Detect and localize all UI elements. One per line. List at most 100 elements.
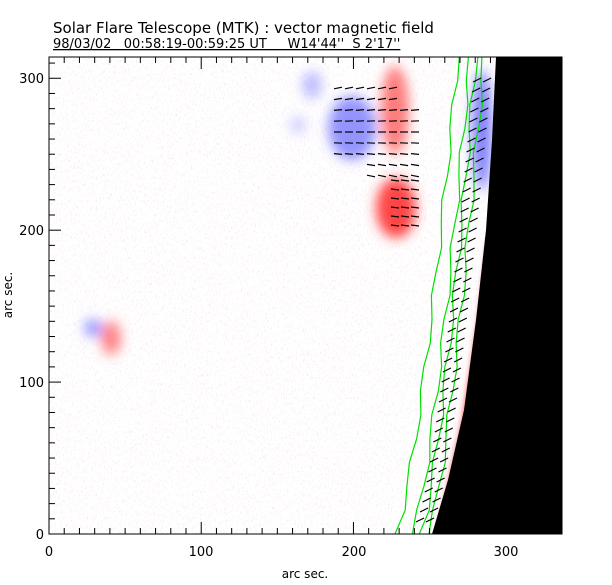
field-vector	[479, 117, 488, 123]
field-vector	[470, 207, 479, 213]
field-vector	[448, 317, 458, 323]
field-vector	[455, 347, 464, 353]
field-vector	[447, 327, 456, 333]
field-vector	[446, 337, 455, 343]
axis-ticks	[48, 57, 562, 535]
contour-line	[411, 57, 469, 534]
field-vector	[450, 297, 460, 303]
field-vector	[344, 97, 354, 101]
field-vector	[410, 163, 420, 167]
field-vector	[388, 174, 398, 178]
field-vector	[431, 447, 441, 453]
positive-spot-east	[101, 321, 121, 355]
field-vector	[457, 327, 466, 333]
field-vector	[453, 357, 463, 363]
field-vector	[481, 87, 491, 93]
field-vector	[390, 224, 400, 227]
field-vector	[422, 497, 431, 503]
field-vector	[426, 477, 435, 483]
field-vector	[451, 287, 461, 293]
field-vector	[471, 197, 480, 203]
field-vector	[443, 437, 452, 443]
field-vector	[410, 153, 420, 155]
field-vector	[399, 163, 409, 167]
field-vector	[453, 277, 462, 283]
field-vector	[434, 427, 444, 433]
field-vector	[377, 174, 387, 178]
field-vector	[470, 107, 479, 113]
field-vector	[466, 247, 475, 253]
field-vector	[476, 147, 485, 153]
plot-area	[49, 57, 562, 534]
field-vector	[410, 174, 420, 178]
field-vector	[333, 97, 343, 101]
field-vector	[419, 507, 429, 513]
field-vector	[377, 153, 387, 155]
field-vector	[449, 307, 459, 313]
field-vector	[390, 215, 400, 218]
plot-frame	[48, 56, 563, 535]
field-vector	[452, 367, 462, 373]
field-vector	[458, 317, 468, 323]
field-vector	[432, 497, 441, 503]
field-vector	[366, 153, 376, 155]
field-vector	[467, 237, 476, 243]
field-vector	[344, 153, 354, 155]
field-vector	[400, 188, 410, 191]
field-vector	[377, 163, 387, 167]
off-limb-region	[432, 57, 562, 534]
field-vector	[355, 97, 365, 101]
field-vector	[469, 117, 478, 123]
field-vector	[474, 167, 483, 173]
negative-spot-east	[84, 319, 102, 337]
field-vector	[460, 297, 470, 303]
contour-line	[418, 57, 479, 534]
field-vector	[465, 157, 474, 163]
field-vector	[455, 257, 464, 263]
field-vector	[410, 179, 420, 182]
field-vector	[471, 87, 481, 93]
field-vector	[377, 97, 387, 101]
field-vector	[390, 188, 400, 191]
field-vector	[424, 487, 433, 493]
field-vector	[410, 188, 420, 191]
field-vector	[433, 437, 442, 443]
field-vector	[459, 217, 468, 223]
field-vector	[468, 227, 477, 233]
x-tick-label: 200	[342, 545, 367, 560]
field-vector	[440, 387, 449, 393]
field-vector	[459, 307, 469, 313]
field-vector	[436, 477, 445, 483]
field-vector	[410, 109, 420, 111]
x-tick-label: 100	[189, 545, 214, 560]
field-vector	[400, 206, 410, 209]
field-vector	[473, 177, 482, 183]
field-vectors	[333, 77, 492, 523]
field-vector	[461, 197, 470, 203]
field-vector	[355, 86, 365, 90]
field-vector	[462, 187, 471, 193]
field-vector	[463, 177, 472, 183]
field-vector	[344, 86, 354, 90]
field-vector	[437, 407, 446, 413]
field-vector	[457, 237, 466, 243]
field-vector	[399, 153, 409, 155]
field-vector	[451, 377, 460, 383]
field-vector	[464, 167, 473, 173]
field-vector	[377, 86, 387, 90]
field-vector	[429, 457, 439, 463]
field-vector	[400, 179, 410, 182]
y-tick-label: 0	[36, 528, 44, 543]
contour-line	[428, 57, 484, 534]
field-vector	[480, 107, 489, 113]
field-vector	[410, 197, 420, 200]
negative-region-west	[290, 117, 306, 133]
x-tick-label: 300	[494, 545, 519, 560]
field-vector	[454, 267, 463, 273]
field-vector	[448, 397, 458, 403]
field-vector	[333, 86, 343, 90]
field-vector	[366, 109, 376, 111]
field-vector	[443, 357, 453, 363]
field-vector	[477, 137, 486, 143]
field-vector	[429, 507, 439, 513]
